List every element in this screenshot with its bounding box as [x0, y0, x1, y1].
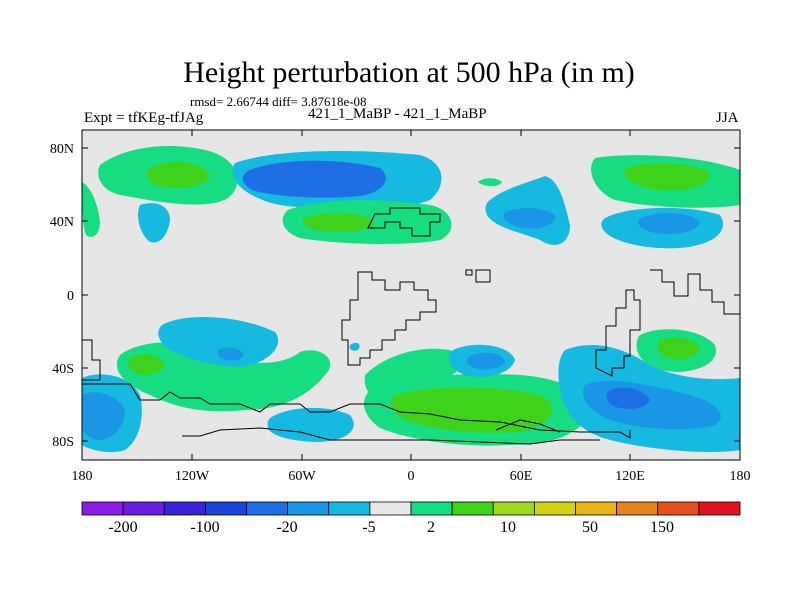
- colorbar-swatch: [575, 501, 618, 516]
- colorbar-swatch: [328, 501, 371, 516]
- contour-region: [82, 392, 125, 440]
- x-tick-label: 60E: [510, 469, 533, 484]
- contour-region: [82, 182, 100, 237]
- coastline: [650, 269, 740, 315]
- colorbar-swatch: [492, 501, 535, 516]
- contour-region: [624, 163, 711, 191]
- colorbar-label: -20: [276, 519, 297, 536]
- coastline: [595, 289, 641, 377]
- contour-region: [146, 161, 210, 188]
- contour-region: [349, 342, 360, 351]
- contour-region: [267, 407, 354, 442]
- colorbar-label: 10: [500, 519, 516, 536]
- season-label: JJA: [716, 110, 739, 126]
- y-axis: [82, 147, 740, 442]
- coastline: [182, 427, 600, 445]
- contour-region: [218, 347, 244, 361]
- contour-region: [116, 342, 331, 412]
- plot-title: Height perturbation at 500 hPa (in m): [183, 56, 635, 89]
- colorbar-swatch: [81, 501, 124, 516]
- colorbar: [81, 501, 741, 516]
- contour-region: [303, 213, 375, 232]
- colorbar-swatch: [410, 501, 453, 516]
- colorbar-swatch: [122, 501, 165, 516]
- x-tick-label: 60W: [288, 469, 316, 484]
- colorbar-swatch: [287, 501, 330, 516]
- contour-region: [128, 354, 165, 376]
- x-tick-label: 180: [72, 469, 93, 484]
- colorbar-label: -200: [108, 519, 137, 536]
- y-tick-label: 40S: [52, 362, 74, 377]
- y-tick-label: 80N: [50, 142, 74, 157]
- colorbar-swatch: [616, 501, 659, 516]
- continent-outlines: [82, 207, 740, 445]
- contour-region: [478, 178, 502, 187]
- contour-region: [391, 387, 552, 433]
- colorbar-swatch: [369, 501, 412, 516]
- y-tick-label: 40N: [50, 215, 74, 230]
- colorbar-swatch: [451, 501, 494, 516]
- coastline: [82, 339, 101, 381]
- coastline: [341, 271, 437, 366]
- colorbar-label: -5: [362, 519, 375, 536]
- contour-region: [638, 213, 700, 234]
- contour-fills: [82, 145, 740, 453]
- x-tick-label: 120E: [615, 469, 645, 484]
- coastline: [475, 269, 491, 283]
- coastline: [82, 383, 631, 439]
- contour-region: [138, 203, 170, 243]
- colorbar-label: -100: [190, 519, 219, 536]
- x-tick-label: 120W: [175, 469, 210, 484]
- contour-region: [158, 316, 279, 367]
- contour-region: [503, 208, 556, 229]
- coastline: [495, 419, 561, 433]
- experiment-label: Expt = tfKEg-tfJAg: [84, 110, 204, 126]
- colorbar-label: 2: [427, 519, 435, 536]
- colorbar-swatch: [163, 501, 206, 516]
- colorbar-swatch: [698, 501, 741, 516]
- x-axis: [81, 130, 741, 460]
- contour-region: [657, 337, 700, 360]
- contour-region: [466, 352, 505, 370]
- y-tick-label: 80S: [52, 435, 74, 450]
- coastline: [465, 269, 473, 276]
- colorbar-label: 50: [582, 519, 598, 536]
- coastline: [367, 207, 441, 237]
- colorbar-label: 150: [650, 519, 674, 536]
- case-label: 421_1_MaBP - 421_1_MaBP: [308, 106, 487, 122]
- stats-label: rmsd= 2.66744 diff= 3.87618e-08: [190, 94, 367, 109]
- x-tick-label: 180: [730, 469, 751, 484]
- colorbar-swatch: [204, 501, 247, 516]
- colorbar-swatch: [657, 501, 700, 516]
- colorbar-swatch: [246, 501, 289, 516]
- y-tick-label: 0: [67, 289, 74, 304]
- contour-region: [242, 160, 386, 198]
- contour-region: [606, 387, 650, 410]
- colorbar-swatch: [533, 501, 576, 516]
- x-tick-label: 0: [408, 469, 415, 484]
